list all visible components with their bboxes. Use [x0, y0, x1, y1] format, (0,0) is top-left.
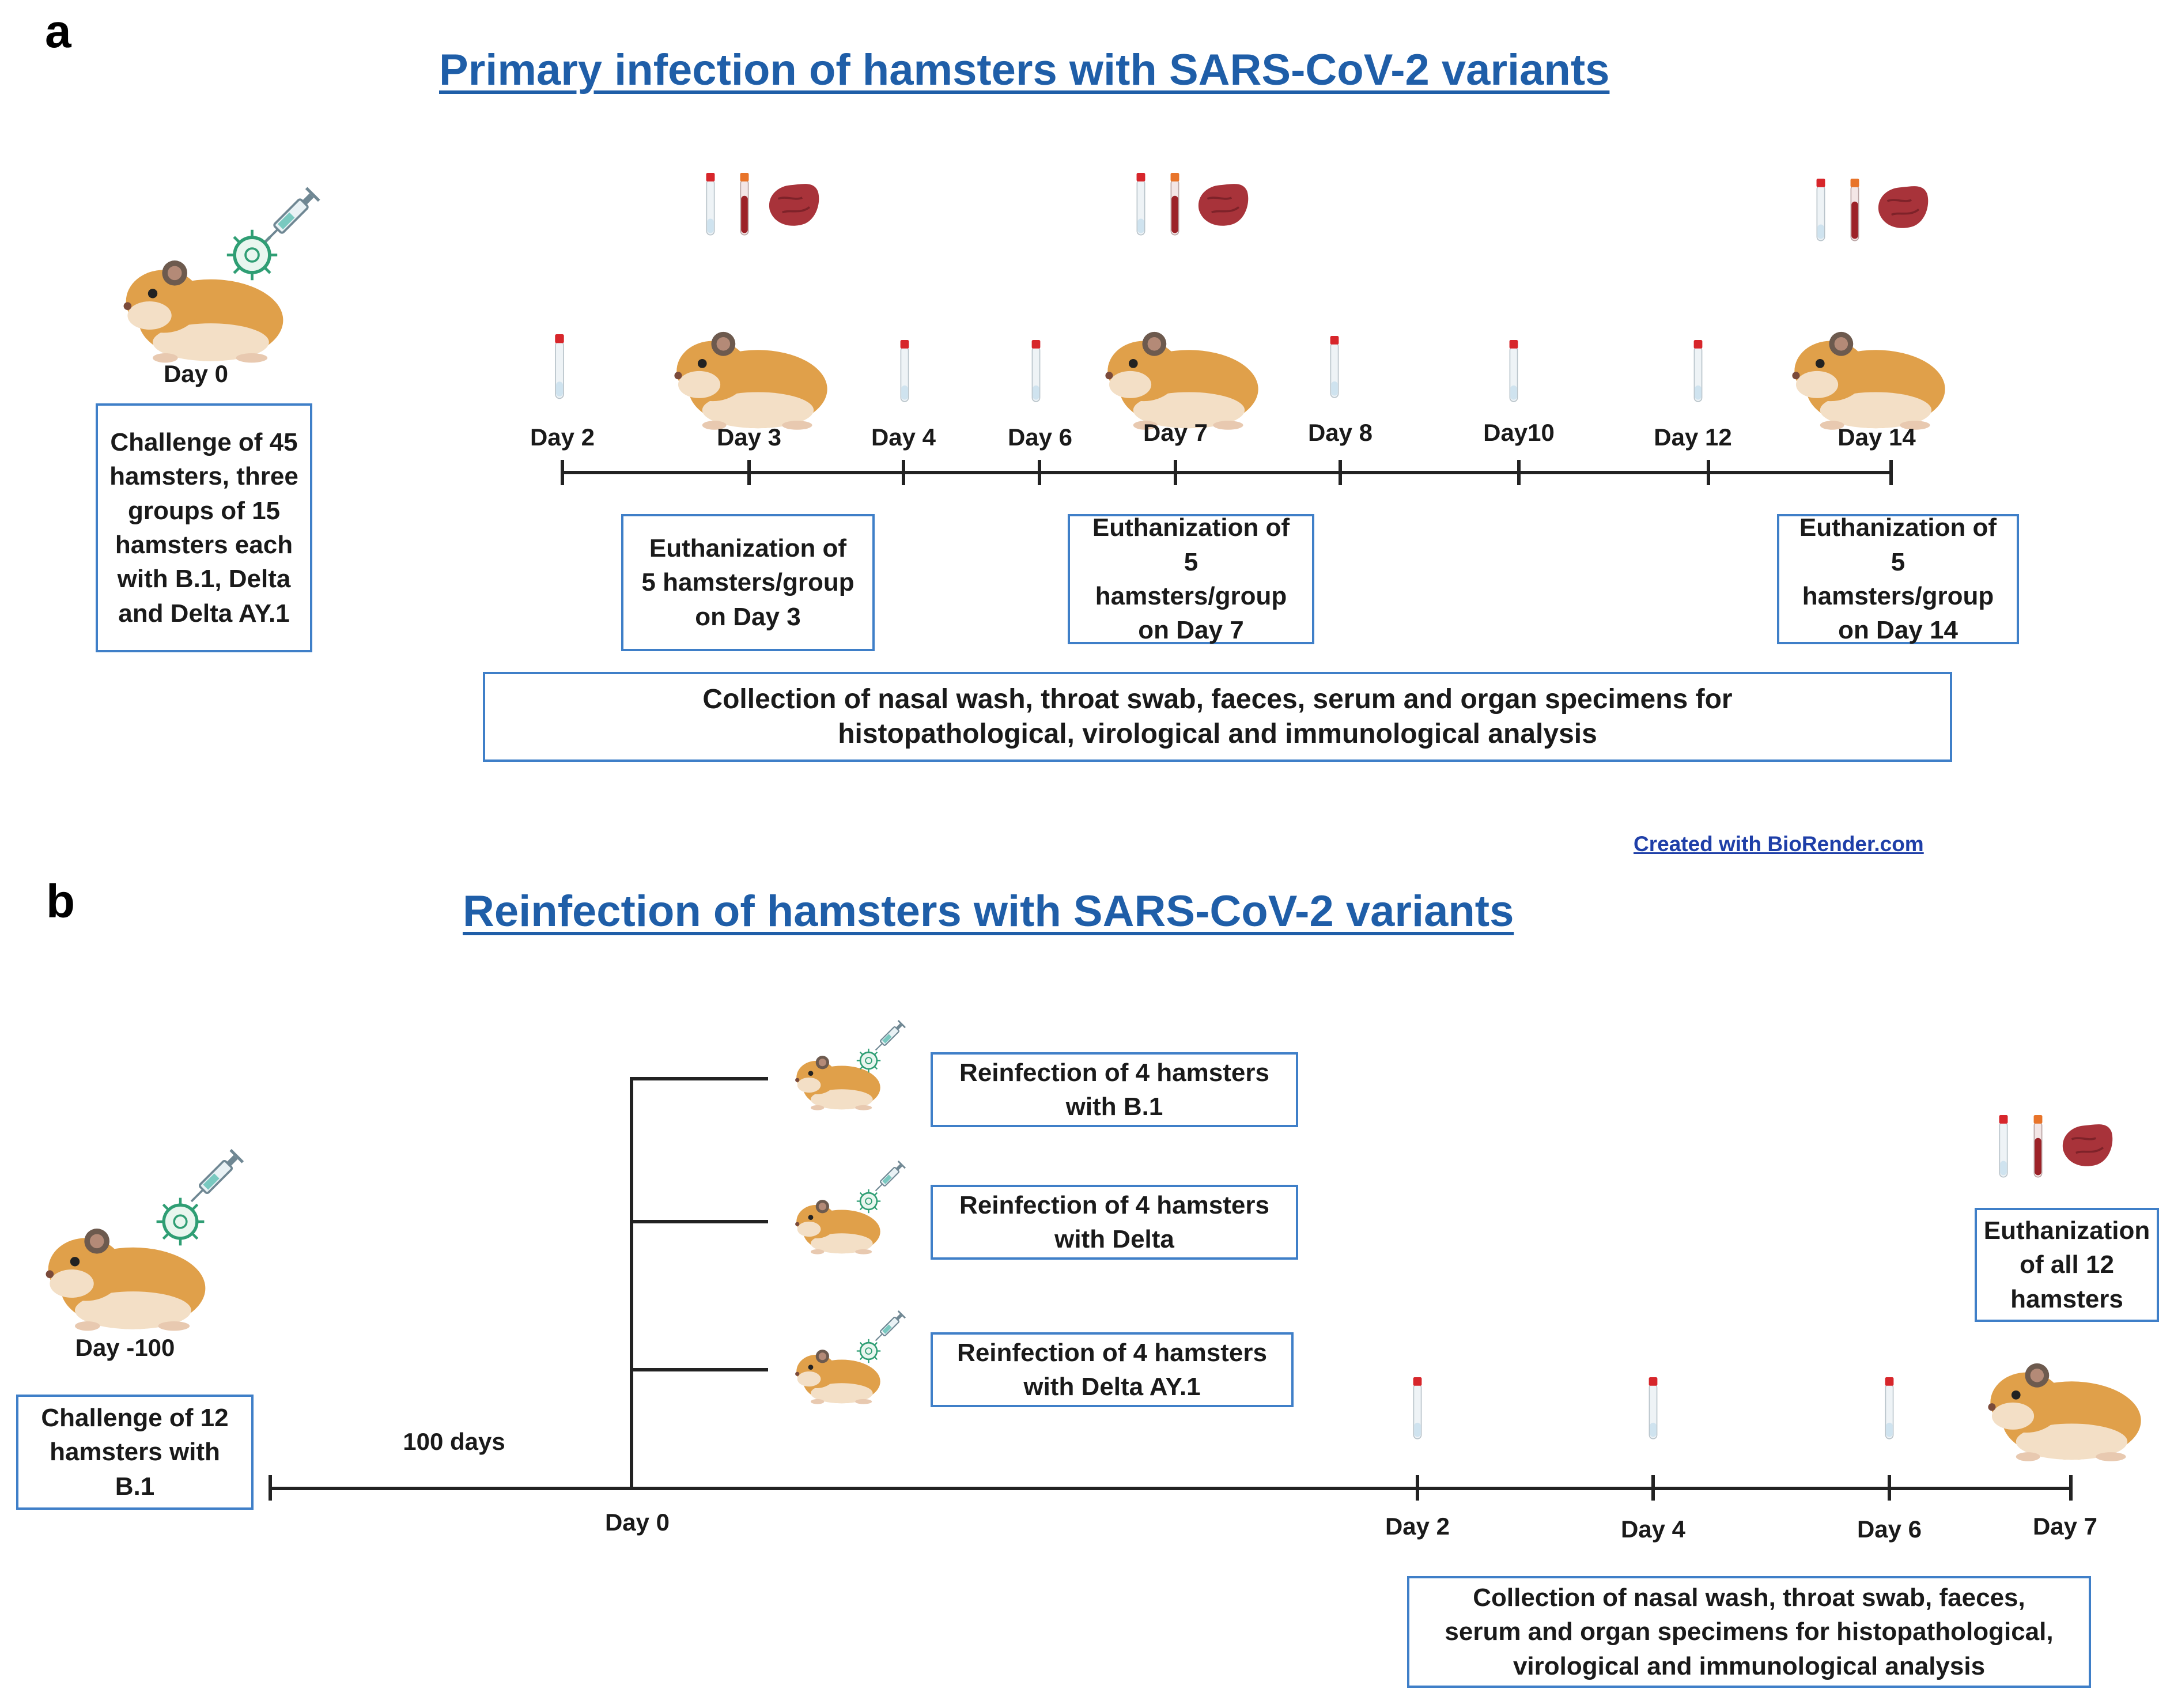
panel-a-euthanasia-box-day7: Euthanization of 5 hamsters/group on Day…: [1068, 513, 1314, 644]
panel-a-day0-label: Day 0: [163, 360, 229, 387]
timeline-tick: [1707, 460, 1710, 485]
timeline-tick: [1038, 460, 1041, 485]
biorender-credit-link[interactable]: Created with BioRender.com: [1634, 832, 1924, 856]
panel-b-tick-label: Day 6: [1857, 1516, 1922, 1543]
panel-a-tick-label: Day10: [1483, 419, 1555, 446]
swab-tube-icon: [1882, 1377, 1897, 1444]
timeline-tick: [1517, 460, 1521, 485]
panel-b-euthanasia-box: Euthanization of all 12 hamsters: [1975, 1208, 2159, 1322]
hamster-icon: [1786, 320, 1953, 433]
panel-b-title: Reinfection of hamsters with SARS-CoV-2 …: [463, 887, 1514, 936]
swab-tube-icon: [702, 173, 719, 240]
panel-b-branch-line: [630, 1368, 768, 1371]
swab-tube-icon: [1506, 340, 1521, 406]
panel-b-interval-label: 100 days: [403, 1428, 505, 1455]
blood-tube-icon: [736, 173, 753, 240]
panel-a-tick-label: Day 6: [1007, 424, 1073, 451]
panel-a-challenge-box: Challenge of 45 hamsters, three groups o…: [96, 403, 312, 652]
timeline-tick: [902, 460, 905, 485]
panel-b-tick-label: Day 2: [1385, 1513, 1450, 1540]
swab-tube-icon: [1029, 340, 1043, 406]
panel-a-timeline-axis: [561, 471, 1893, 474]
panel-a-title: Primary infection of hamsters with SARS-…: [439, 46, 1610, 95]
timeline-tick: [1651, 1475, 1655, 1501]
swab-tube-icon: [1410, 1377, 1425, 1444]
panel-a-euthanasia-box-day14: Euthanization of 5 hamsters/group on Day…: [1777, 513, 2019, 644]
syringe-icon: [869, 1306, 910, 1347]
timeline-tick: [747, 460, 751, 485]
syringe-icon: [180, 1141, 252, 1213]
panel-a-tick-label: Day 12: [1654, 424, 1732, 451]
panel-b-collection-box: Collection of nasal wash, throat swab, f…: [1407, 1576, 2091, 1688]
panel-b-branch-line: [630, 1077, 768, 1080]
hamster-icon: [1099, 320, 1266, 433]
swab-tube-icon: [1812, 179, 1829, 245]
timeline-tick: [269, 1475, 272, 1501]
organ-icon: [1193, 177, 1250, 230]
panel-b-letter: b: [46, 875, 75, 928]
panel-b-tick-label: Day 7: [2032, 1513, 2098, 1540]
blood-tube-icon: [1846, 179, 1863, 245]
panel-a-collection-box: Collection of nasal wash, throat swab, f…: [483, 672, 1952, 762]
panel-b-reinfection-box-b1: Reinfection of 4 hamsters with B.1: [931, 1052, 1298, 1127]
swab-tube-icon: [1995, 1115, 2012, 1182]
swab-tube-icon: [897, 340, 912, 406]
syringe-icon: [254, 179, 328, 254]
timeline-tick: [1889, 460, 1893, 485]
hamster-icon: [668, 320, 835, 433]
panel-b-reinfection-box-delta-ay1: Reinfection of 4 hamsters with Delta AY.…: [931, 1332, 1294, 1407]
timeline-tick: [1416, 1475, 1419, 1501]
panel-a-tick-label: Day 14: [1837, 424, 1916, 451]
panel-b-tick-label: Day 4: [1620, 1516, 1686, 1543]
timeline-tick: [561, 460, 564, 485]
syringe-icon: [869, 1015, 910, 1057]
blood-tube-icon: [2029, 1115, 2047, 1182]
syringe-icon: [869, 1156, 910, 1197]
panel-b-timeline-axis: [269, 1487, 2073, 1490]
timeline-tick: [1174, 460, 1177, 485]
timeline-tick: [2069, 1475, 2073, 1501]
organ-icon: [2057, 1118, 2115, 1171]
swab-tube-icon: [1691, 340, 1706, 406]
panel-a-euthanasia-box-day3: Euthanization of 5 hamsters/group on Day…: [621, 514, 875, 651]
organ-icon: [1873, 180, 1930, 233]
panel-b-day-minus100-label: Day -100: [75, 1334, 175, 1361]
panel-a-letter: a: [45, 5, 71, 58]
hamster-icon: [1982, 1351, 2149, 1464]
panel-b-branch-line: [630, 1078, 633, 1488]
panel-b-reinfection-box-delta: Reinfection of 4 hamsters with Delta: [931, 1185, 1298, 1260]
panel-a-tick-label: Day 2: [530, 424, 595, 451]
panel-a-tick-label: Day 8: [1307, 419, 1373, 446]
panel-a-tick-label: Day 3: [716, 424, 782, 451]
timeline-tick: [1339, 460, 1342, 485]
panel-b-branch-line: [630, 1220, 768, 1223]
swab-tube-icon: [1132, 173, 1150, 240]
panel-b-challenge-box: Challenge of 12 hamsters with B.1: [16, 1395, 254, 1510]
panel-a-tick-label: Day 4: [871, 424, 936, 451]
timeline-tick: [1888, 1475, 1891, 1501]
blood-tube-icon: [1166, 173, 1184, 240]
swab-tube-icon: [1327, 336, 1342, 402]
panel-b-tick-label: Day 0: [604, 1509, 670, 1536]
swab-tube-icon: [1646, 1377, 1661, 1444]
swab-tube-icon: [552, 334, 567, 403]
organ-icon: [763, 177, 821, 230]
panel-a-tick-label: Day 7: [1143, 419, 1208, 446]
